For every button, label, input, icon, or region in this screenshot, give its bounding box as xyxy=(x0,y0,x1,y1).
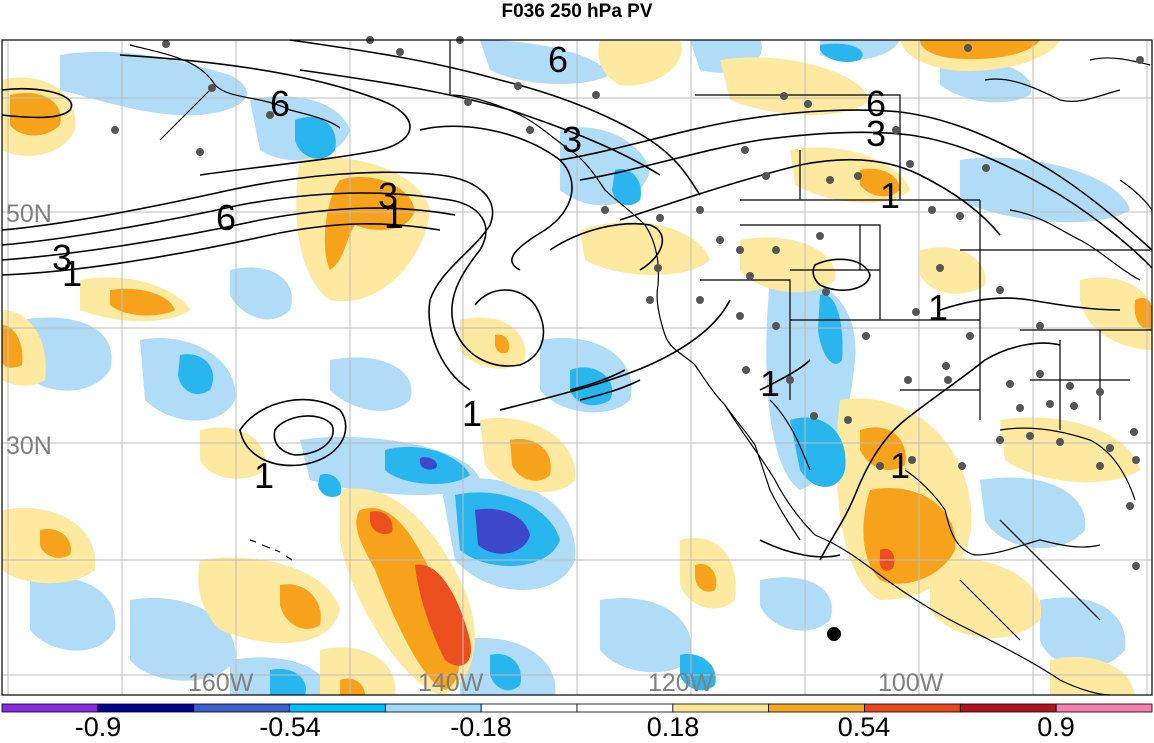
colorbar-label: 0.54 xyxy=(837,712,891,742)
contour-label-1: 1 xyxy=(928,287,948,328)
lon-label-140w: 140W xyxy=(418,669,484,697)
lon-label-100w: 100W xyxy=(878,669,944,697)
lon-label-120w: 120W xyxy=(648,669,714,697)
colorbar-swatch xyxy=(384,703,482,713)
contour-label-3: 3 xyxy=(378,175,398,216)
colorbar-swatch xyxy=(289,703,386,713)
colorbar-swatch xyxy=(864,703,961,713)
colorbar-swatch xyxy=(959,703,1057,713)
lon-label-160w: 160W xyxy=(188,669,254,697)
station-markers xyxy=(111,36,1144,641)
colorbar-label: -0.9 xyxy=(74,712,122,742)
contour-label-3: 3 xyxy=(52,237,72,278)
contour-label-1: 1 xyxy=(880,175,900,216)
graticule xyxy=(2,40,1152,695)
colorbar-swatch xyxy=(768,703,865,713)
contour-label-1: 1 xyxy=(890,445,910,486)
colorbar-label: -0.18 xyxy=(450,712,512,742)
colorbar-swatch xyxy=(672,703,770,713)
contour-label-1: 1 xyxy=(254,455,274,496)
contour-label-1: 1 xyxy=(462,393,482,434)
colorbar-swatch xyxy=(480,703,578,713)
colorbar-swatch xyxy=(1,703,99,713)
colorbar-swatch xyxy=(97,703,195,713)
contour-label-6: 6 xyxy=(548,39,568,80)
colorbar-label: 0.9 xyxy=(1037,712,1075,742)
contour-label-3: 3 xyxy=(562,119,582,160)
lat-label-30n: 30N xyxy=(6,432,52,460)
contour-label-6: 6 xyxy=(270,83,290,124)
pv-contours xyxy=(1,39,1153,561)
axis-labels: 50N 30N 160W 140W 120W 100W xyxy=(6,200,944,697)
map-area: 6 6 6 6 3 3 3 3 1 1 1 1 1 1 1 1 50N 30N … xyxy=(1,36,1153,697)
contour-label-1: 1 xyxy=(384,195,404,236)
map-title: F036 250 hPa PV xyxy=(501,1,653,22)
colorbar-label: -0.54 xyxy=(259,712,321,742)
colorbar-swatch xyxy=(193,703,290,713)
contour-label-1: 1 xyxy=(62,253,82,294)
contour-labels: 6 6 6 6 3 3 3 3 1 1 1 1 1 1 1 1 xyxy=(52,39,948,496)
colorbar-label: 0.18 xyxy=(646,712,700,742)
contour-label-1: 1 xyxy=(760,363,780,404)
lat-label-50n: 50N xyxy=(6,200,52,228)
colorbar-swatch xyxy=(576,703,674,713)
coastlines-borders xyxy=(129,40,1153,696)
contour-label-6: 6 xyxy=(866,83,886,124)
contour-label-3: 3 xyxy=(866,113,886,154)
colorbar-swatch xyxy=(1055,703,1153,713)
colorbar xyxy=(1,703,1153,713)
contour-label-6: 6 xyxy=(216,197,236,238)
negative-anomaly-strong xyxy=(420,457,530,554)
